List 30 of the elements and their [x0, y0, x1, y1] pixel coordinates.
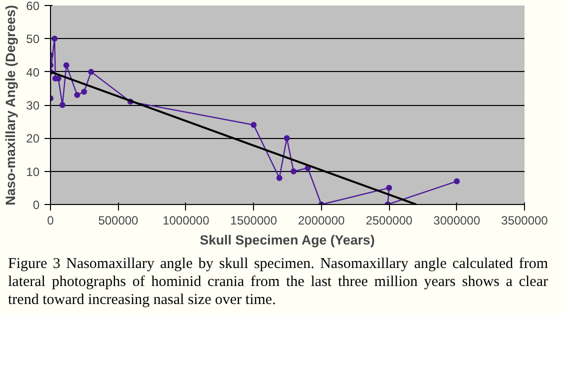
point	[290, 168, 297, 174]
point	[63, 62, 70, 68]
point	[59, 102, 66, 108]
x-tick-label: 3500000	[501, 214, 548, 228]
caption: Figure 3 Nasomaxillary angle by skull specimen. Nasomaxillary angle calculated from lateral photographs of hominid crania from the last three million years shows a clear trend toward increasing nasal size over time.	[8, 255, 548, 309]
point	[81, 88, 88, 95]
x-tick-label: 0	[47, 214, 54, 228]
point	[250, 122, 257, 128]
y-tick-label: 40	[26, 65, 40, 80]
point	[454, 178, 460, 184]
x-tick-label: 2000000	[298, 214, 346, 228]
y-axis-title: Naso-maxillary Angle (Degrees)	[3, 5, 18, 206]
x-tick-label: 500000	[98, 214, 139, 228]
y-tick-label: 20	[26, 132, 40, 146]
point	[386, 184, 392, 191]
x-tick-label: 3000000	[433, 214, 480, 228]
y-tick-label: 0	[32, 198, 40, 212]
x-tick-label: 1500000	[230, 214, 278, 228]
y-tick-label: 50	[26, 32, 40, 46]
y-tick-label: 10	[26, 164, 40, 179]
y-tick-label: 30	[26, 98, 40, 112]
x-tick-label: 1000000	[162, 214, 210, 228]
point	[88, 68, 94, 75]
point	[284, 135, 290, 142]
point	[52, 36, 58, 42]
point	[276, 174, 282, 181]
y-tick-label: 60	[26, 0, 40, 13]
x-tick-label: 2500000	[366, 214, 413, 228]
x-axis-title: Skull Specimen Age (Years)	[200, 232, 375, 248]
point	[74, 92, 80, 98]
